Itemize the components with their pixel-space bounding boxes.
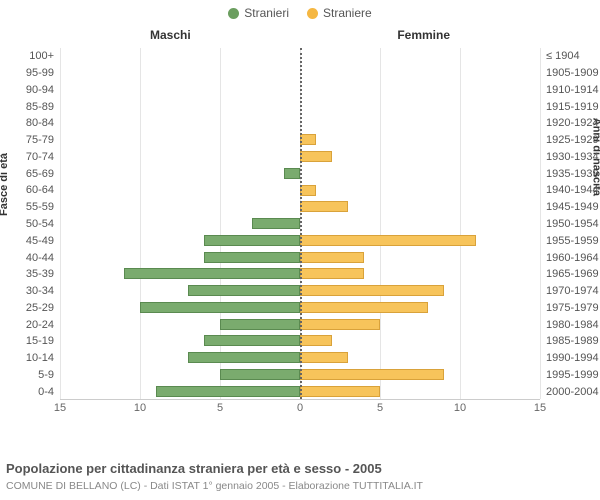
birth-year-label: 1910-1914 [546, 84, 599, 96]
bar-male [204, 235, 300, 246]
bar-male [284, 168, 300, 179]
bar-male [220, 369, 300, 380]
birth-year-label: 2000-2004 [546, 386, 599, 398]
legend-male-swatch [228, 8, 239, 19]
age-label: 100+ [29, 50, 54, 62]
bar-male [188, 285, 300, 296]
birth-year-label: 1960-1964 [546, 252, 599, 264]
age-label: 40-44 [26, 252, 54, 264]
age-label: 20-24 [26, 319, 54, 331]
bar-male [220, 319, 300, 330]
bar-male [188, 352, 300, 363]
age-label: 45-49 [26, 235, 54, 247]
age-label: 15-19 [26, 335, 54, 347]
x-tick: 15 [54, 402, 66, 414]
bar-female [300, 185, 316, 196]
birth-year-label: 1915-1919 [546, 101, 599, 113]
column-headers: Maschi Femmine [60, 28, 540, 42]
legend: Stranieri Straniere [0, 0, 600, 20]
age-label: 55-59 [26, 201, 54, 213]
legend-male: Stranieri [228, 6, 289, 20]
bar-female [300, 134, 316, 145]
birth-year-label: 1975-1979 [546, 302, 599, 314]
age-label: 85-89 [26, 101, 54, 113]
x-axis-ticks: 15105051015 [60, 400, 540, 416]
birth-year-label: 1955-1959 [546, 235, 599, 247]
bar-male [156, 386, 300, 397]
age-label: 10-14 [26, 352, 54, 364]
header-female: Femmine [397, 28, 450, 42]
age-label: 60-64 [26, 184, 54, 196]
x-tick: 10 [134, 402, 146, 414]
birth-year-label: 1965-1969 [546, 268, 599, 280]
bar-female [300, 335, 332, 346]
birth-year-label: 1985-1989 [546, 335, 599, 347]
chart-title: Popolazione per cittadinanza straniera p… [6, 461, 382, 476]
x-tick: 15 [534, 402, 546, 414]
chart-subtitle: COMUNE DI BELLANO (LC) - Dati ISTAT 1° g… [6, 480, 423, 492]
age-label: 50-54 [26, 218, 54, 230]
pyramid-plot: 100+≤ 190495-991905-190990-941910-191485… [60, 48, 540, 400]
legend-female-swatch [307, 8, 318, 19]
age-label: 95-99 [26, 67, 54, 79]
age-label: 65-69 [26, 168, 54, 180]
header-male: Maschi [150, 28, 191, 42]
age-label: 80-84 [26, 117, 54, 129]
bar-female [300, 302, 428, 313]
age-label: 75-79 [26, 134, 54, 146]
bar-male [140, 302, 300, 313]
bar-male [204, 335, 300, 346]
birth-year-label: 1905-1909 [546, 67, 599, 79]
age-label: 30-34 [26, 285, 54, 297]
age-label: 70-74 [26, 151, 54, 163]
birth-year-label: 1940-1944 [546, 184, 599, 196]
bar-male [124, 268, 300, 279]
legend-female: Straniere [307, 6, 372, 20]
birth-year-label: 1970-1974 [546, 285, 599, 297]
grid-line [540, 48, 541, 399]
age-label: 25-29 [26, 302, 54, 314]
birth-year-label: ≤ 1904 [546, 50, 580, 62]
birth-year-label: 1930-1934 [546, 151, 599, 163]
birth-year-label: 1990-1994 [546, 352, 599, 364]
birth-year-label: 1935-1939 [546, 168, 599, 180]
x-tick: 0 [297, 402, 303, 414]
bar-female [300, 369, 444, 380]
x-tick: 5 [217, 402, 223, 414]
bar-female [300, 235, 476, 246]
bar-female [300, 151, 332, 162]
bar-female [300, 201, 348, 212]
bar-female [300, 352, 348, 363]
birth-year-label: 1945-1949 [546, 201, 599, 213]
center-axis-line [300, 48, 302, 399]
bar-male [204, 252, 300, 263]
birth-year-label: 1925-1929 [546, 134, 599, 146]
chart-area: Maschi Femmine 100+≤ 190495-991905-19099… [60, 28, 540, 428]
age-label: 90-94 [26, 84, 54, 96]
y-axis-left-title: Fasce di età [0, 153, 10, 216]
x-tick: 5 [377, 402, 383, 414]
bar-female [300, 386, 380, 397]
age-label: 5-9 [38, 369, 54, 381]
x-tick: 10 [454, 402, 466, 414]
birth-year-label: 1980-1984 [546, 319, 599, 331]
bar-male [252, 218, 300, 229]
bar-female [300, 285, 444, 296]
bar-female [300, 252, 364, 263]
age-label: 35-39 [26, 268, 54, 280]
birth-year-label: 1995-1999 [546, 369, 599, 381]
birth-year-label: 1950-1954 [546, 218, 599, 230]
bar-female [300, 319, 380, 330]
birth-year-label: 1920-1924 [546, 117, 599, 129]
legend-male-label: Stranieri [244, 6, 289, 20]
bar-female [300, 268, 364, 279]
legend-female-label: Straniere [323, 6, 372, 20]
age-label: 0-4 [38, 386, 54, 398]
